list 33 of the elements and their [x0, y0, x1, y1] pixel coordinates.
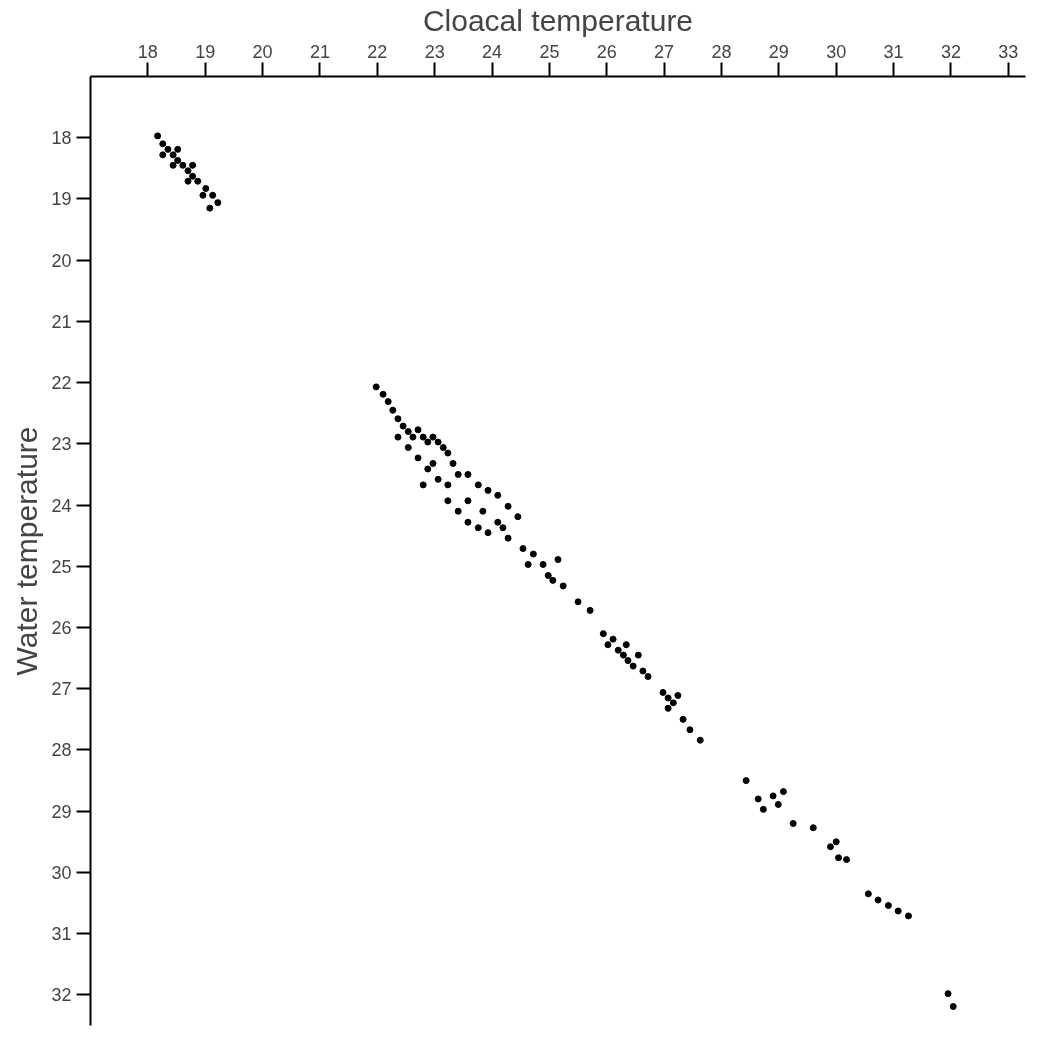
y-tick-label: 29 [51, 801, 72, 822]
y-tick-label: 26 [51, 618, 72, 639]
x-tick-label: 28 [711, 41, 732, 62]
y-tick-label: 31 [51, 924, 72, 945]
y-tick-label: 28 [51, 740, 72, 761]
x-tick-label: 23 [424, 41, 445, 62]
x-tick-label: 29 [768, 41, 789, 62]
y-tick-label: 23 [51, 434, 72, 455]
x-tick-label: 33 [998, 41, 1019, 62]
y-tick-label: 22 [51, 373, 72, 394]
x-tick-label: 19 [195, 41, 216, 62]
x-tick-label: 32 [940, 41, 961, 62]
x-tick-label: 27 [654, 41, 675, 62]
y-tick-label: 30 [51, 862, 72, 883]
x-tick-label: 26 [596, 41, 617, 62]
y-tick-label: 24 [51, 495, 72, 516]
y-tick-label: 18 [51, 128, 72, 149]
x-tick-label: 21 [309, 41, 330, 62]
x-tick-label: 31 [883, 41, 904, 62]
y-tick-label: 27 [51, 679, 72, 700]
x-tick-label: 18 [137, 41, 158, 62]
y-tick-label: 32 [51, 985, 72, 1006]
x-tick-label: 22 [367, 41, 388, 62]
x-tick-label: 20 [252, 41, 273, 62]
x-tick-label: 25 [539, 41, 560, 62]
y-tick-label: 21 [51, 311, 72, 332]
y-tick-label: 19 [51, 189, 72, 210]
x-tick-label: 30 [826, 41, 847, 62]
y-axis-title: Water temperature [10, 426, 44, 676]
y-tick-label: 20 [51, 250, 72, 271]
x-axis-title: Cloacal temperature [422, 3, 694, 37]
y-tick-label: 25 [51, 556, 72, 577]
x-tick-label: 24 [482, 41, 503, 62]
